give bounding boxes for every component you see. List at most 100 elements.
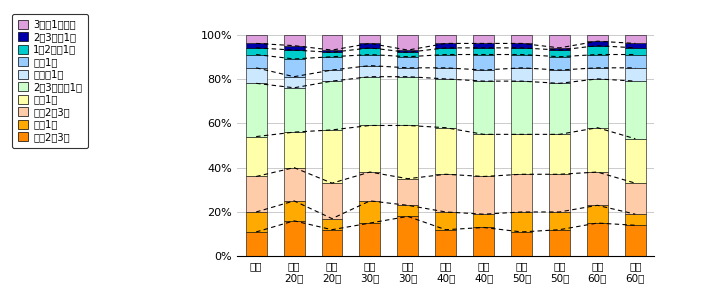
Bar bbox=[549, 174, 570, 212]
Bar bbox=[473, 43, 494, 48]
Bar bbox=[246, 212, 267, 232]
Bar bbox=[511, 48, 532, 54]
Bar bbox=[321, 35, 342, 50]
Bar bbox=[284, 201, 305, 221]
Bar bbox=[549, 230, 570, 256]
Bar bbox=[473, 228, 494, 256]
Bar bbox=[473, 35, 494, 43]
Bar bbox=[549, 212, 570, 230]
Bar bbox=[625, 183, 646, 214]
Bar bbox=[398, 216, 418, 256]
Bar bbox=[435, 54, 456, 68]
Bar bbox=[246, 83, 267, 137]
Bar bbox=[587, 35, 608, 41]
Bar bbox=[587, 41, 608, 46]
Bar bbox=[359, 201, 380, 223]
Bar bbox=[549, 70, 570, 83]
Bar bbox=[435, 48, 456, 54]
Bar bbox=[284, 46, 305, 50]
Bar bbox=[625, 43, 646, 48]
Bar bbox=[587, 46, 608, 54]
Bar bbox=[398, 68, 418, 77]
Bar bbox=[435, 230, 456, 256]
Bar bbox=[398, 57, 418, 68]
Bar bbox=[511, 232, 532, 256]
Bar bbox=[359, 43, 380, 48]
Bar bbox=[549, 48, 570, 50]
Bar bbox=[398, 179, 418, 205]
Bar bbox=[587, 223, 608, 256]
Bar bbox=[435, 79, 456, 128]
Bar bbox=[511, 54, 532, 68]
Bar bbox=[246, 35, 267, 43]
Bar bbox=[625, 81, 646, 139]
Bar bbox=[321, 52, 342, 57]
Bar bbox=[321, 219, 342, 230]
Bar bbox=[473, 214, 494, 228]
Bar bbox=[321, 183, 342, 219]
Bar bbox=[398, 35, 418, 50]
Bar bbox=[359, 35, 380, 43]
Bar bbox=[473, 134, 494, 177]
Bar bbox=[246, 43, 267, 48]
Bar bbox=[246, 54, 267, 68]
Bar bbox=[246, 177, 267, 212]
Bar bbox=[587, 68, 608, 79]
Bar bbox=[359, 66, 380, 77]
Bar bbox=[246, 68, 267, 83]
Bar bbox=[549, 50, 570, 57]
Bar bbox=[359, 48, 380, 54]
Bar bbox=[284, 50, 305, 59]
Bar bbox=[511, 43, 532, 48]
Bar bbox=[587, 172, 608, 205]
Bar bbox=[511, 81, 532, 134]
Bar bbox=[625, 139, 646, 183]
Bar bbox=[284, 77, 305, 88]
Bar bbox=[473, 177, 494, 214]
Bar bbox=[511, 134, 532, 174]
Bar bbox=[435, 43, 456, 48]
Bar bbox=[511, 212, 532, 232]
Bar bbox=[473, 54, 494, 70]
Bar bbox=[549, 35, 570, 48]
Bar bbox=[625, 225, 646, 256]
Bar bbox=[473, 70, 494, 81]
Bar bbox=[549, 134, 570, 174]
Legend: 3年に1回未満, 2～3年に1回, 1～2年に1回, 年に1回, 半年に1回, 2～3カ月に1回, 月に1回, 月に2～3回, 週に1回, 週に2～3回: 3年に1回未満, 2～3年に1回, 1～2年に1回, 年に1回, 半年に1回, … bbox=[12, 14, 88, 148]
Bar bbox=[511, 174, 532, 212]
Bar bbox=[587, 79, 608, 128]
Bar bbox=[321, 81, 342, 130]
Bar bbox=[511, 35, 532, 43]
Bar bbox=[321, 50, 342, 52]
Bar bbox=[359, 77, 380, 126]
Bar bbox=[625, 48, 646, 54]
Bar bbox=[549, 83, 570, 134]
Bar bbox=[625, 68, 646, 81]
Bar bbox=[625, 214, 646, 225]
Bar bbox=[321, 230, 342, 256]
Bar bbox=[398, 52, 418, 57]
Bar bbox=[587, 205, 608, 223]
Bar bbox=[284, 35, 305, 46]
Bar bbox=[625, 54, 646, 68]
Bar bbox=[435, 35, 456, 43]
Bar bbox=[284, 88, 305, 132]
Bar bbox=[246, 137, 267, 177]
Bar bbox=[435, 68, 456, 79]
Bar bbox=[359, 223, 380, 256]
Bar bbox=[398, 77, 418, 126]
Bar bbox=[435, 212, 456, 230]
Bar bbox=[435, 128, 456, 174]
Bar bbox=[625, 35, 646, 43]
Bar bbox=[284, 168, 305, 201]
Bar bbox=[359, 54, 380, 66]
Bar bbox=[549, 57, 570, 70]
Bar bbox=[359, 126, 380, 172]
Bar bbox=[473, 81, 494, 134]
Bar bbox=[587, 54, 608, 68]
Bar bbox=[473, 48, 494, 54]
Bar bbox=[511, 68, 532, 81]
Bar bbox=[435, 174, 456, 212]
Bar bbox=[321, 57, 342, 70]
Bar bbox=[398, 126, 418, 179]
